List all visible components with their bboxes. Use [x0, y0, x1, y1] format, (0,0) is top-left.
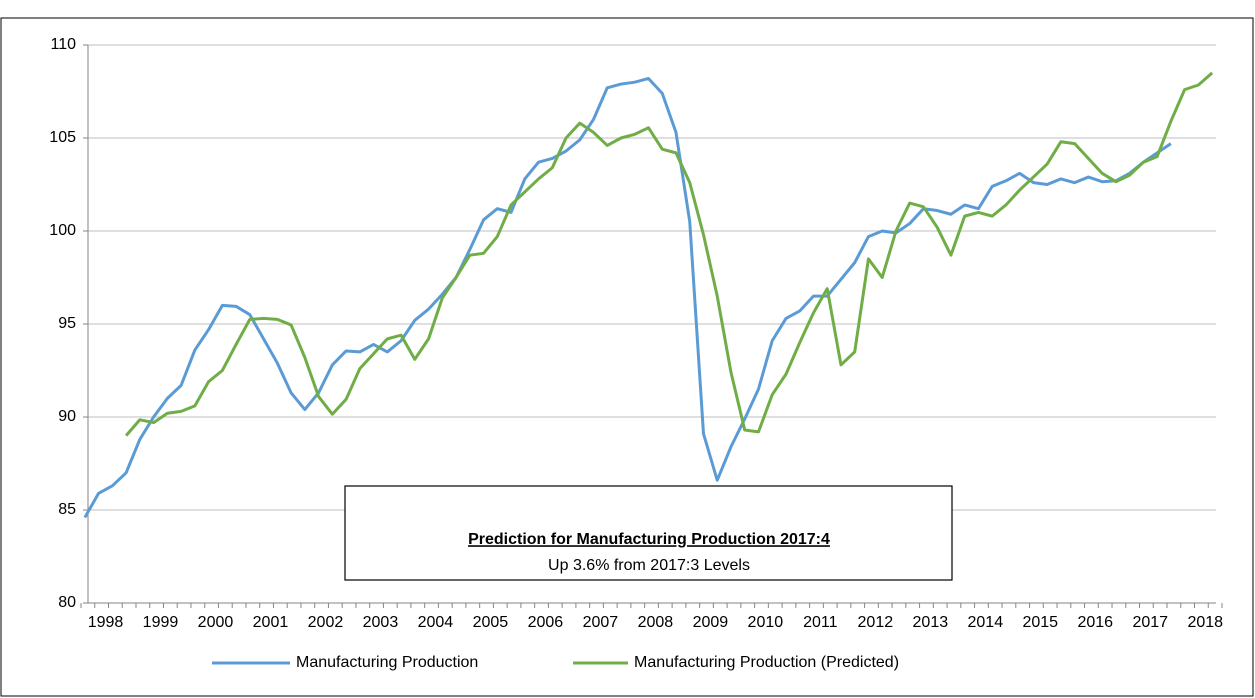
legend-label: Manufacturing Production (Predicted) — [634, 654, 899, 671]
y-tick-label: 100 — [49, 222, 76, 239]
y-tick-label: 80 — [58, 594, 76, 611]
x-tick-label: 2000 — [198, 614, 234, 631]
y-tick-label: 105 — [49, 129, 76, 146]
annotation-text: Up 3.6% from 2017:3 Levels — [548, 557, 750, 574]
x-tick-label: 2015 — [1022, 614, 1058, 631]
y-tick-label: 90 — [58, 408, 76, 425]
y-tick-label: 110 — [50, 36, 76, 53]
y-tick-label: 85 — [58, 501, 76, 518]
x-tick-label: 2014 — [968, 614, 1004, 631]
y-tick-label: 95 — [58, 315, 76, 332]
x-tick-label: 2001 — [253, 614, 289, 631]
x-tick-label: 1998 — [88, 614, 124, 631]
x-tick-label: 2007 — [583, 614, 619, 631]
x-tick-label: 2018 — [1187, 614, 1223, 631]
x-tick-label: 2008 — [638, 614, 674, 631]
x-tick-label: 2003 — [363, 614, 399, 631]
x-tick-label: 2017 — [1132, 614, 1168, 631]
x-tick-label: 2006 — [528, 614, 564, 631]
x-tick-label: 2004 — [418, 614, 454, 631]
x-tick-label: 2013 — [913, 614, 949, 631]
x-tick-label: 2011 — [803, 614, 838, 631]
chart-border — [0, 17, 1254, 697]
x-tick-label: 2005 — [473, 614, 509, 631]
x-tick-label: 2016 — [1077, 614, 1113, 631]
x-tick-label: 1999 — [143, 614, 179, 631]
annotation-box — [344, 485, 953, 581]
series-line — [124, 71, 1214, 437]
x-tick-label: 2010 — [748, 614, 784, 631]
legend-label: Manufacturing Production — [296, 654, 478, 671]
x-tick-label: 2002 — [308, 614, 344, 631]
x-tick-label: 2012 — [858, 614, 894, 631]
plot-area: 80 85 90 95 100 105 110 1998 1999 2000 2001 2002 200… — [49, 36, 1223, 631]
x-tick-label: 2009 — [693, 614, 729, 631]
series-line — [83, 76, 1172, 519]
annotation-title: Prediction for Manufacturing Production … — [468, 531, 830, 548]
